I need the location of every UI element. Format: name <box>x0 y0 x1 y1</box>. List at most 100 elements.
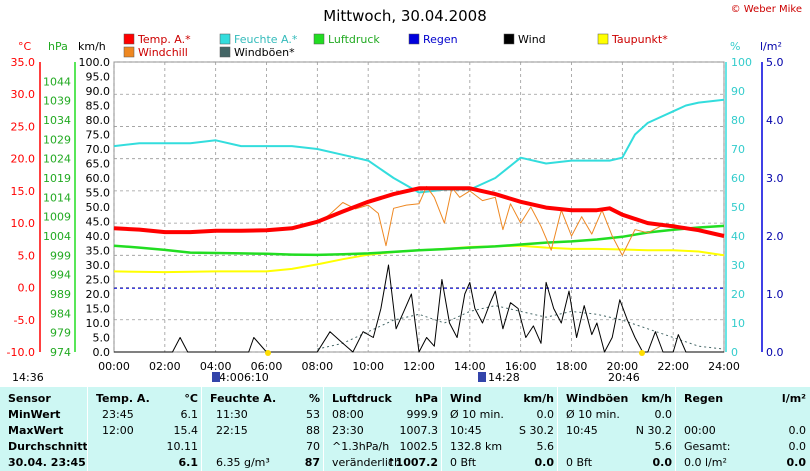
stats-row: 0 Bft 0.0 <box>558 455 676 471</box>
humidity-tick-label: 60 <box>731 172 745 185</box>
stats-row-value: 0.0 <box>786 456 807 469</box>
stats-row-note: 00:00 <box>684 424 716 437</box>
wind-tick-label: 50.0 <box>86 201 111 214</box>
x-tick-label: 04:00 <box>200 360 232 373</box>
wind-tick-label: 65.0 <box>86 158 111 171</box>
pressure-tick-label: 979 <box>50 327 71 340</box>
x-tick-label: 20:00 <box>606 360 638 373</box>
stats-row-value: 5.6 <box>654 440 673 453</box>
stats-row: 30.04. 23:45 <box>0 455 88 471</box>
pressure-tick-label: 1039 <box>43 95 71 108</box>
stats-header-unit: °C <box>184 392 198 405</box>
stats-separator <box>87 387 88 471</box>
wind-tick-label: 15.0 <box>86 303 111 316</box>
stats-row-value: 70 <box>306 440 320 453</box>
pressure-tick-label: 974 <box>50 346 71 359</box>
stats-row-note: veränderlich <box>332 456 401 469</box>
stats-header-label: Windböen <box>566 392 629 405</box>
legend-label: Regen <box>423 33 458 46</box>
stats-column-sensor: Sensor MinWert MaxWert Durchschnitt 30.04. 2… <box>0 387 88 471</box>
stats-row-value: 53 <box>306 408 320 421</box>
stats-separator <box>675 387 676 471</box>
stats-row: 10:45 N 30.2 <box>558 423 676 439</box>
copyright-label: © Weber Mike <box>731 4 802 15</box>
pressure-tick-label: 1009 <box>43 211 71 224</box>
stats-header-row: Wind km/h <box>442 391 558 407</box>
stats-row-value: 999.9 <box>406 408 439 421</box>
stats-column-gust: Windböen km/h Ø 10 min. 0.0 10:45 N 30.2 5.6 0 … <box>558 387 676 471</box>
stats-row-note: 22:15 <box>216 424 248 437</box>
time-marker-label: 20:46 <box>608 371 640 384</box>
time-markers: 14:36 04:0 06:10 14:28 20:46 <box>12 350 645 384</box>
temp-tick-label: -5.0 <box>14 314 35 327</box>
stats-row-note: Ø 10 min. <box>566 408 620 421</box>
x-tick-label: 24:00 <box>708 360 740 373</box>
temp-axis-title: °C <box>18 40 32 53</box>
stats-row-value: 0.0 <box>534 456 555 469</box>
stats-separator <box>323 387 324 471</box>
time-marker-label: 06:10 <box>237 371 269 384</box>
stats-header-row: Sensor <box>0 391 88 407</box>
stats-row-value: 0.0 <box>788 424 807 437</box>
stats-row: ^1.3hPa/h 1002.5 <box>324 439 442 455</box>
stats-row: 0.0 l/m² 0.0 <box>676 455 810 471</box>
x-tick-label: 06:00 <box>251 360 283 373</box>
stats-row: 70 <box>202 439 324 455</box>
temp-tick-label: 20.0 <box>11 153 36 166</box>
stats-column-humidity: Feuchte A.% 11:30 53 22:15 88 70 6.35 g/m³ 87 <box>202 387 324 471</box>
stats-column-rain: Regen l/m² 00:00 0.0 Gesamt: 0.0 0.0 l/m² 0.0 <box>676 387 810 471</box>
stats-header-row: Feuchte A.% <box>202 391 324 407</box>
stats-row-label: MinWert <box>8 408 61 421</box>
wind-tick-label: 40.0 <box>86 230 111 243</box>
wind-tick-label: 35.0 <box>86 245 111 258</box>
stats-row-value: 1002.5 <box>399 440 439 453</box>
stats-row: 08:00 999.9 <box>324 407 442 423</box>
pressure-tick-label: 1004 <box>43 230 71 243</box>
pressure-tick-label: 984 <box>50 307 71 320</box>
wind-tick-label: 80.0 <box>86 114 111 127</box>
legend-label: Windböen* <box>234 46 295 59</box>
legend-swatch <box>123 33 135 45</box>
wind-tick-label: 100.0 <box>79 56 111 69</box>
stats-panel: Sensor MinWert MaxWert Durchschnitt 30.04. 2… <box>0 387 810 471</box>
humidity-tick-label: 90 <box>731 85 745 98</box>
stats-row: 11:30 53 <box>202 407 324 423</box>
stats-header-row: Windböen km/h <box>558 391 676 407</box>
pressure-tick-label: 1044 <box>43 75 71 88</box>
stats-row-note: 132.8 km <box>450 440 503 453</box>
wind-tick-label: 70.0 <box>86 143 111 156</box>
x-tick-label: 00:00 <box>98 360 130 373</box>
rain-tick-label: 0.0 <box>766 346 784 359</box>
stats-row-note: 0.0 l/m² <box>684 456 727 469</box>
temp-tick-label: 30.0 <box>11 88 36 101</box>
stats-header-row: Temp. A. °C <box>88 391 202 407</box>
stats-row-note: 10:45 <box>566 424 598 437</box>
stats-column-temp: Temp. A. °C 23:45 6.1 12:00 15.4 10.11 6.1 <box>88 387 202 471</box>
stats-row-value: 0.0 <box>652 456 673 469</box>
stats-header-label: Sensor <box>8 392 51 405</box>
humidity-tick-label: 80 <box>731 114 745 127</box>
x-tick-label: 16:00 <box>505 360 537 373</box>
stats-column-wind: Wind km/h Ø 10 min. 0.0 10:45 S 30.2 132.8 km 5… <box>442 387 558 471</box>
stats-row-value: 6.1 <box>178 456 199 469</box>
stats-row: veränderlich ↑1007.2 <box>324 455 442 471</box>
x-tick-label: 18:00 <box>556 360 588 373</box>
stats-row-note: 11:30 <box>216 408 248 421</box>
stats-row-value: 5.6 <box>536 440 555 453</box>
stats-row-note: 08:00 <box>332 408 364 421</box>
stats-header-label: Luftdruck <box>332 392 392 405</box>
stats-header-label: Feuchte A. <box>210 392 277 405</box>
grid <box>113 61 725 353</box>
stats-header-label: Wind <box>450 392 482 405</box>
wind-tick-label: 0.0 <box>93 346 111 359</box>
rain-tick-label: 3.0 <box>766 172 784 185</box>
stats-row: 6.1 <box>88 455 202 471</box>
stats-row: MinWert <box>0 407 88 423</box>
stats-row-value: 6.1 <box>180 408 199 421</box>
legend-label: Windchill <box>138 46 188 59</box>
legend-swatch <box>219 46 231 58</box>
legend-label: Taupunkt* <box>611 33 668 46</box>
stats-header-row: Regen l/m² <box>676 391 810 407</box>
stats-row-note: 10:45 <box>450 424 482 437</box>
legend-swatch <box>597 33 609 45</box>
